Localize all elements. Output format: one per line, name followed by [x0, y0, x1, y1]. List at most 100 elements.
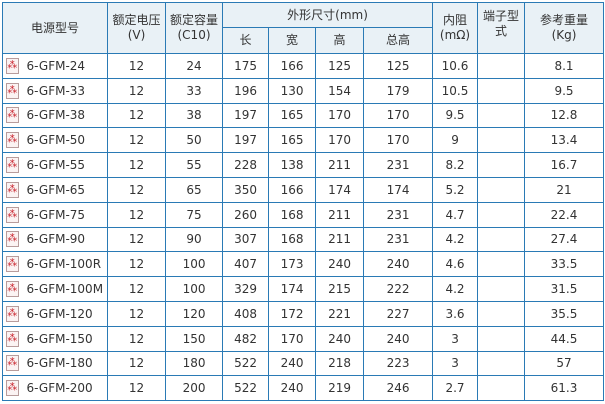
cell-terminal: [477, 152, 526, 178]
cell-total-height: 246: [363, 375, 434, 402]
cell-voltage: 12: [107, 226, 167, 253]
pdf-link[interactable]: [2, 226, 23, 253]
cell-model: 6-GFM-50: [22, 127, 109, 154]
cell-total-height: 223: [363, 350, 434, 377]
cell-voltage: 12: [107, 176, 167, 203]
cell-model: 6-GFM-75: [22, 201, 109, 228]
pdf-icon[interactable]: [6, 380, 20, 397]
cell-weight: 57: [524, 350, 605, 377]
pdf-icon[interactable]: [6, 206, 20, 223]
cell-capacity: 150: [165, 325, 224, 352]
cell-total-height: 170: [363, 102, 434, 129]
pdf-icon[interactable]: [6, 132, 20, 149]
pdf-link[interactable]: [2, 300, 23, 327]
cell-model: 6-GFM-100M: [22, 276, 109, 302]
pdf-icon[interactable]: [6, 157, 20, 174]
cell-height: 218: [315, 350, 365, 377]
cell-capacity: 100: [165, 276, 224, 302]
pdf-link[interactable]: [2, 276, 23, 302]
pdf-link[interactable]: [2, 350, 23, 377]
cell-model: 6-GFM-180: [22, 350, 109, 377]
pdf-icon[interactable]: [6, 256, 20, 273]
cell-height: 240: [315, 325, 365, 352]
cell-terminal: [477, 350, 526, 377]
pdf-icon[interactable]: [6, 355, 20, 372]
pdf-link[interactable]: [2, 325, 23, 352]
cell-weight: 35.5: [524, 300, 605, 327]
pdf-link[interactable]: [2, 176, 23, 203]
cell-total-height: 240: [363, 251, 434, 278]
pdf-link[interactable]: [2, 375, 23, 402]
cell-length: 228: [222, 152, 270, 178]
cell-terminal: [477, 226, 526, 253]
header-width: 宽: [268, 27, 317, 54]
pdf-icon[interactable]: [6, 330, 20, 347]
cell-capacity: 90: [165, 226, 224, 253]
cell-length: 329: [222, 276, 270, 302]
pdf-link[interactable]: [2, 53, 23, 79]
pdf-link[interactable]: [2, 201, 23, 228]
cell-length: 522: [222, 350, 270, 377]
cell-width: 240: [268, 375, 317, 402]
pdf-link[interactable]: [2, 251, 23, 278]
pdf-link[interactable]: [2, 77, 23, 104]
cell-voltage: 12: [107, 53, 167, 79]
cell-height: 211: [315, 226, 365, 253]
pdf-icon[interactable]: [6, 305, 20, 322]
cell-width: 174: [268, 276, 317, 302]
cell-weight: 12.8: [524, 102, 605, 129]
cell-model: 6-GFM-38: [22, 102, 109, 129]
cell-terminal: [477, 127, 526, 154]
cell-length: 307: [222, 226, 270, 253]
pdf-icon[interactable]: [6, 181, 20, 198]
header-dimensions: 外形尺寸(mm): [222, 2, 434, 28]
cell-terminal: [477, 102, 526, 129]
cell-terminal: [477, 300, 526, 327]
cell-resistance: 10.5: [432, 77, 479, 104]
cell-height: 215: [315, 276, 365, 302]
cell-resistance: 4.2: [432, 276, 479, 302]
cell-total-height: 174: [363, 176, 434, 203]
cell-width: 165: [268, 102, 317, 129]
cell-capacity: 120: [165, 300, 224, 327]
cell-capacity: 200: [165, 375, 224, 402]
cell-total-height: 240: [363, 325, 434, 352]
cell-terminal: [477, 176, 526, 203]
cell-length: 408: [222, 300, 270, 327]
cell-width: 173: [268, 251, 317, 278]
cell-length: 482: [222, 325, 270, 352]
pdf-icon[interactable]: [6, 107, 20, 124]
cell-model: 6-GFM-90: [22, 226, 109, 253]
pdf-icon[interactable]: [6, 82, 20, 99]
pdf-icon[interactable]: [6, 57, 20, 74]
cell-resistance: 3.6: [432, 300, 479, 327]
pdf-link[interactable]: [2, 127, 23, 154]
cell-terminal: [477, 251, 526, 278]
pdf-icon[interactable]: [6, 281, 20, 298]
cell-height: 154: [315, 77, 365, 104]
cell-terminal: [477, 53, 526, 79]
cell-width: 130: [268, 77, 317, 104]
pdf-link[interactable]: [2, 152, 23, 178]
cell-voltage: 12: [107, 152, 167, 178]
cell-height: 174: [315, 176, 365, 203]
cell-length: 197: [222, 127, 270, 154]
cell-weight: 22.4: [524, 201, 605, 228]
cell-resistance: 3: [432, 350, 479, 377]
cell-weight: 21: [524, 176, 605, 203]
cell-voltage: 12: [107, 325, 167, 352]
header-total-height: 总高: [363, 27, 434, 54]
cell-height: 170: [315, 102, 365, 129]
cell-model: 6-GFM-55: [22, 152, 109, 178]
pdf-icon[interactable]: [6, 231, 20, 248]
cell-voltage: 12: [107, 276, 167, 302]
cell-total-height: 222: [363, 276, 434, 302]
cell-weight: 13.4: [524, 127, 605, 154]
cell-height: 240: [315, 251, 365, 278]
pdf-link[interactable]: [2, 102, 23, 129]
